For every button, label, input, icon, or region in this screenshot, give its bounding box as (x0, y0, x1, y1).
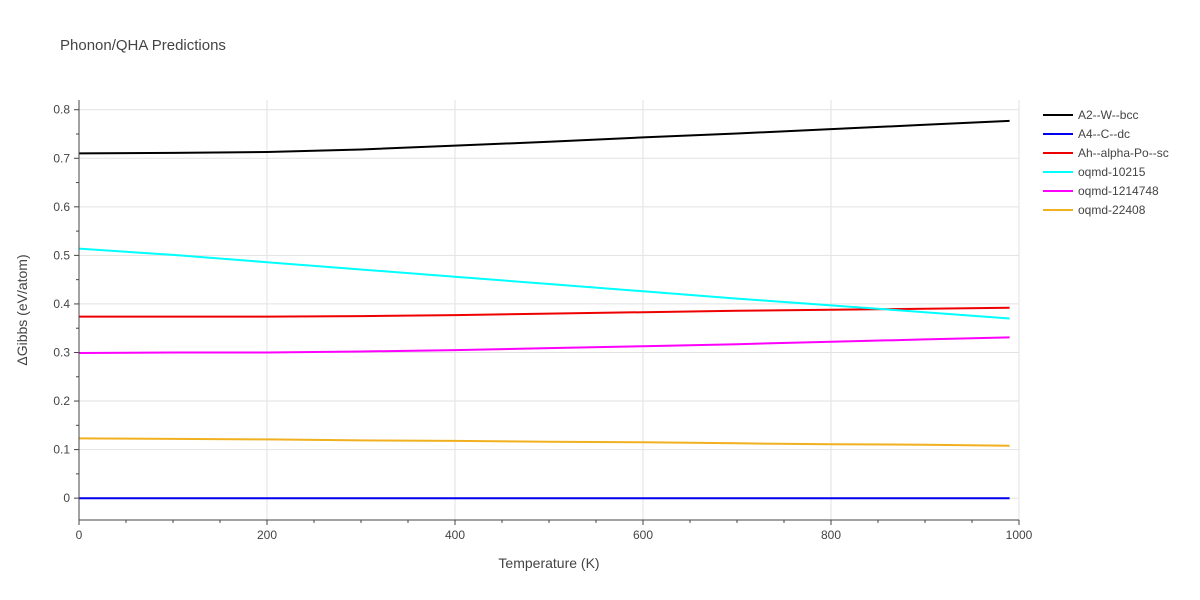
y-tick-label: 0.4 (53, 297, 70, 311)
series-layer (78, 119, 1010, 500)
axes: 0 200 400 600 800 1000 0 0.1 0.2 0.3 0.4 0.5 0.6 0.7 0… (53, 100, 1033, 542)
y-tick-label: 0.7 (53, 151, 70, 165)
legend-item[interactable]: A4--C--dc (1043, 127, 1130, 141)
x-tick-label: 400 (445, 528, 465, 542)
legend-label: Ah--alpha-Po--sc (1078, 146, 1169, 160)
legend-label: A2--W--bcc (1078, 108, 1138, 122)
y-tick-label: 0.8 (53, 103, 70, 117)
x-tick-label: 200 (257, 528, 277, 542)
x-tick-label: 1000 (1006, 528, 1033, 542)
y-tick-label: 0.1 (53, 443, 70, 457)
x-tick-label: 0 (76, 528, 83, 542)
y-tick-label: 0 (63, 491, 70, 505)
series-line-A2--W--bcc[interactable] (78, 119, 1010, 155)
legend-item[interactable]: oqmd-22408 (1043, 203, 1146, 217)
legend[interactable]: A2--W--bcc A4--C--dc Ah--alpha-Po--sc oqmd-… (1043, 108, 1169, 217)
legend-label: A4--C--dc (1078, 127, 1130, 141)
legend-label: oqmd-10215 (1078, 165, 1146, 179)
y-tick-label: 0.2 (53, 394, 70, 408)
x-tick-label: 600 (633, 528, 653, 542)
y-tick-label: 0.6 (53, 200, 70, 214)
legend-label: oqmd-22408 (1078, 203, 1146, 217)
y-axis-title: ΔGibbs (eV/atom) (14, 254, 30, 365)
legend-item[interactable]: oqmd-1214748 (1043, 184, 1159, 198)
series-line-oqmd-1214748[interactable] (78, 336, 1010, 354)
legend-label: oqmd-1214748 (1078, 184, 1159, 198)
x-tick-label: 800 (821, 528, 841, 542)
series-line-oqmd-10215[interactable] (78, 247, 1010, 320)
series-line-Ah--alpha-Po--sc[interactable] (79, 306, 1010, 318)
x-axis-title: Temperature (K) (498, 555, 599, 571)
y-tick-label: 0.3 (53, 345, 70, 359)
chart-title: Phonon/QHA Predictions (60, 37, 226, 54)
legend-item[interactable]: A2--W--bcc (1043, 108, 1138, 122)
legend-item[interactable]: Ah--alpha-Po--sc (1043, 146, 1169, 160)
series-line-oqmd-22408[interactable] (78, 437, 1010, 447)
y-tick-label: 0.5 (53, 248, 70, 262)
legend-item[interactable]: oqmd-10215 (1043, 165, 1146, 179)
